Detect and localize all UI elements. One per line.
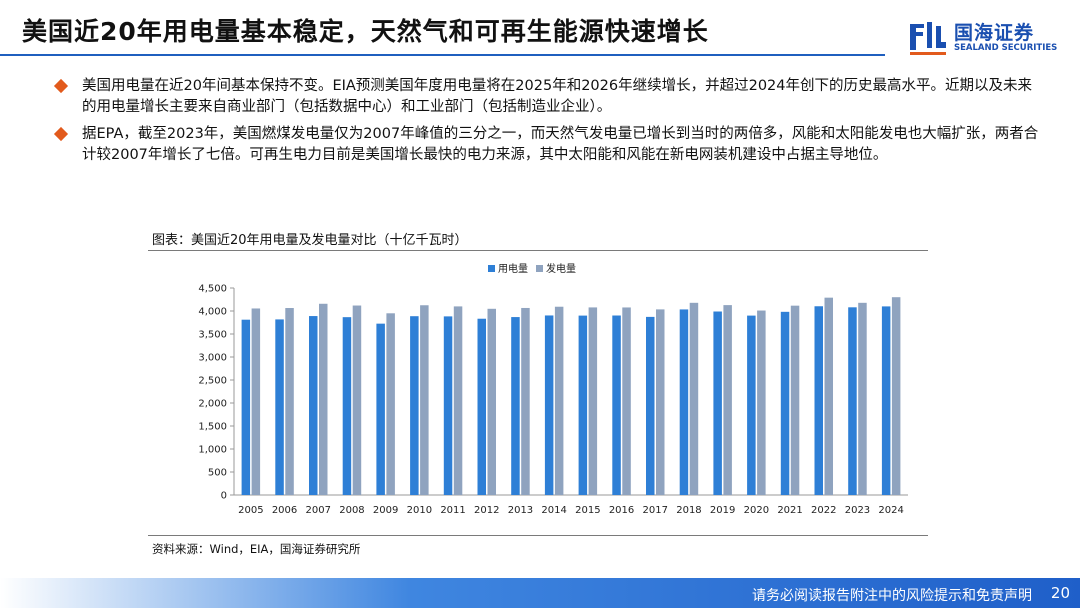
x-tick-label: 2023 [845,505,870,516]
chart-source: 资料来源：Wind，EIA，国海证券研究所 [152,542,361,556]
x-tick-label: 2010 [407,505,432,516]
x-tick-label: 2022 [811,505,836,516]
bar-consumption [881,306,891,495]
x-tick-label: 2020 [744,505,769,516]
bar-consumption [814,306,823,495]
bar-consumption [747,315,756,495]
y-tick-label: 1,000 [198,445,227,456]
y-tick-label: 2,500 [198,376,227,387]
bar-generation [622,307,631,495]
x-tick-label: 2021 [777,505,802,516]
y-tick-label: 4,000 [198,307,227,318]
x-tick-label: 2009 [373,505,398,516]
bar-generation [386,313,395,495]
logo-name-en: SEALAND SECURITIES [954,43,1058,53]
x-tick-label: 2008 [339,505,364,516]
x-tick-label: 2005 [238,505,263,516]
bar-generation [352,305,362,495]
bar-consumption [544,315,554,495]
y-tick-label: 0 [221,491,227,502]
footer-disclaimer: 请务必阅读报告附注中的风险提示和免责声明 [752,588,1032,604]
x-tick-label: 2015 [575,505,600,516]
x-tick-label: 2014 [541,505,566,516]
bar-generation [554,306,564,495]
diamond-bullet-icon [53,78,69,94]
bar-consumption [309,316,318,495]
bullet-text: 美国用电量在近20年间基本保持不变。EIA预测美国年度用电量将在2025年和20… [82,78,1033,115]
bar-generation [251,308,261,495]
legend-swatch [488,265,495,272]
x-tick-label: 2024 [878,505,903,516]
bar-consumption [410,316,419,495]
x-tick-label: 2006 [272,505,297,516]
bar-generation [858,302,867,495]
bar-generation [521,307,530,495]
bar-generation [420,305,429,495]
bullet-item: 据EPA，截至2023年，美国燃煤发电量仅为2007年峰值的三分之一，而天然气发… [50,124,1040,166]
bar-consumption [342,317,352,495]
y-tick-label: 500 [208,468,227,479]
bar-chart: 0 500 1,000 1,500 2,000 2,500 3,000 3,500 4,000 4… [198,262,908,516]
bullet-item: 美国用电量在近20年间基本保持不变。EIA预测美国年度用电量将在2025年和20… [50,76,1040,118]
chart-bottom-divider [148,535,928,536]
bar-consumption [612,315,621,495]
y-tick-label: 3,500 [198,330,227,341]
bar-consumption [646,316,655,495]
company-logo: 国海证券 SEALAND SECURITIES [908,16,1058,60]
footer-bar: 请务必阅读报告附注中的风险提示和免责声明 20 [0,578,1080,608]
x-tick-label: 2016 [609,505,634,516]
title-divider [0,54,885,56]
x-tick-label: 2012 [474,505,499,516]
page-title: 美国近20年用电量基本稳定，天然气和可再生能源快速增长 [22,17,709,46]
y-tick-label: 3,000 [198,353,227,364]
bar-consumption [780,311,790,495]
bar-generation [824,297,833,495]
x-tick-label: 2018 [676,505,701,516]
bar-generation [689,302,699,495]
bar-generation [790,305,800,495]
bar-consumption [275,319,284,495]
legend-label: 发电量 [546,262,576,275]
bullet-text: 据EPA，截至2023年，美国燃煤发电量仅为2007年峰值的三分之一，而天然气发… [82,126,1039,163]
bar-consumption [713,311,722,495]
x-tick-label: 2011 [440,505,465,516]
x-tick-label: 2013 [508,505,533,516]
y-tick-label: 4,500 [198,284,227,295]
bar-consumption [679,309,689,495]
bar-consumption [443,316,453,495]
bar-generation [285,308,294,495]
bar-generation [656,309,665,495]
bar-consumption [848,307,857,495]
chart-title: 图表：美国近20年用电量及发电量对比（十亿千瓦时） [152,233,468,248]
x-tick-label: 2017 [643,505,668,516]
bar-consumption [578,315,588,495]
bar-generation [757,310,766,495]
diamond-bullet-icon [53,126,69,142]
sealand-logo-icon [910,22,946,55]
logo-name-cn: 国海证券 [954,22,1035,44]
bullet-list: 美国用电量在近20年间基本保持不变。EIA预测美国年度用电量将在2025年和20… [50,76,1040,172]
bar-generation [487,308,496,495]
x-tick-label: 2007 [306,505,331,516]
page-number: 20 [1050,584,1070,602]
legend-swatch [536,265,543,272]
bar-generation [453,306,463,495]
bar-generation [723,305,732,495]
bar-generation [588,307,598,495]
bar-consumption [477,318,486,495]
bar-consumption [511,317,520,495]
y-tick-label: 1,500 [198,422,227,433]
y-tick-label: 2,000 [198,399,227,410]
bar-consumption [241,319,251,495]
bar-consumption [376,323,385,495]
legend-label: 用电量 [498,262,528,275]
chart-top-divider [148,250,928,251]
x-tick-label: 2019 [710,505,735,516]
bar-generation [319,303,328,495]
bar-generation [891,297,901,495]
